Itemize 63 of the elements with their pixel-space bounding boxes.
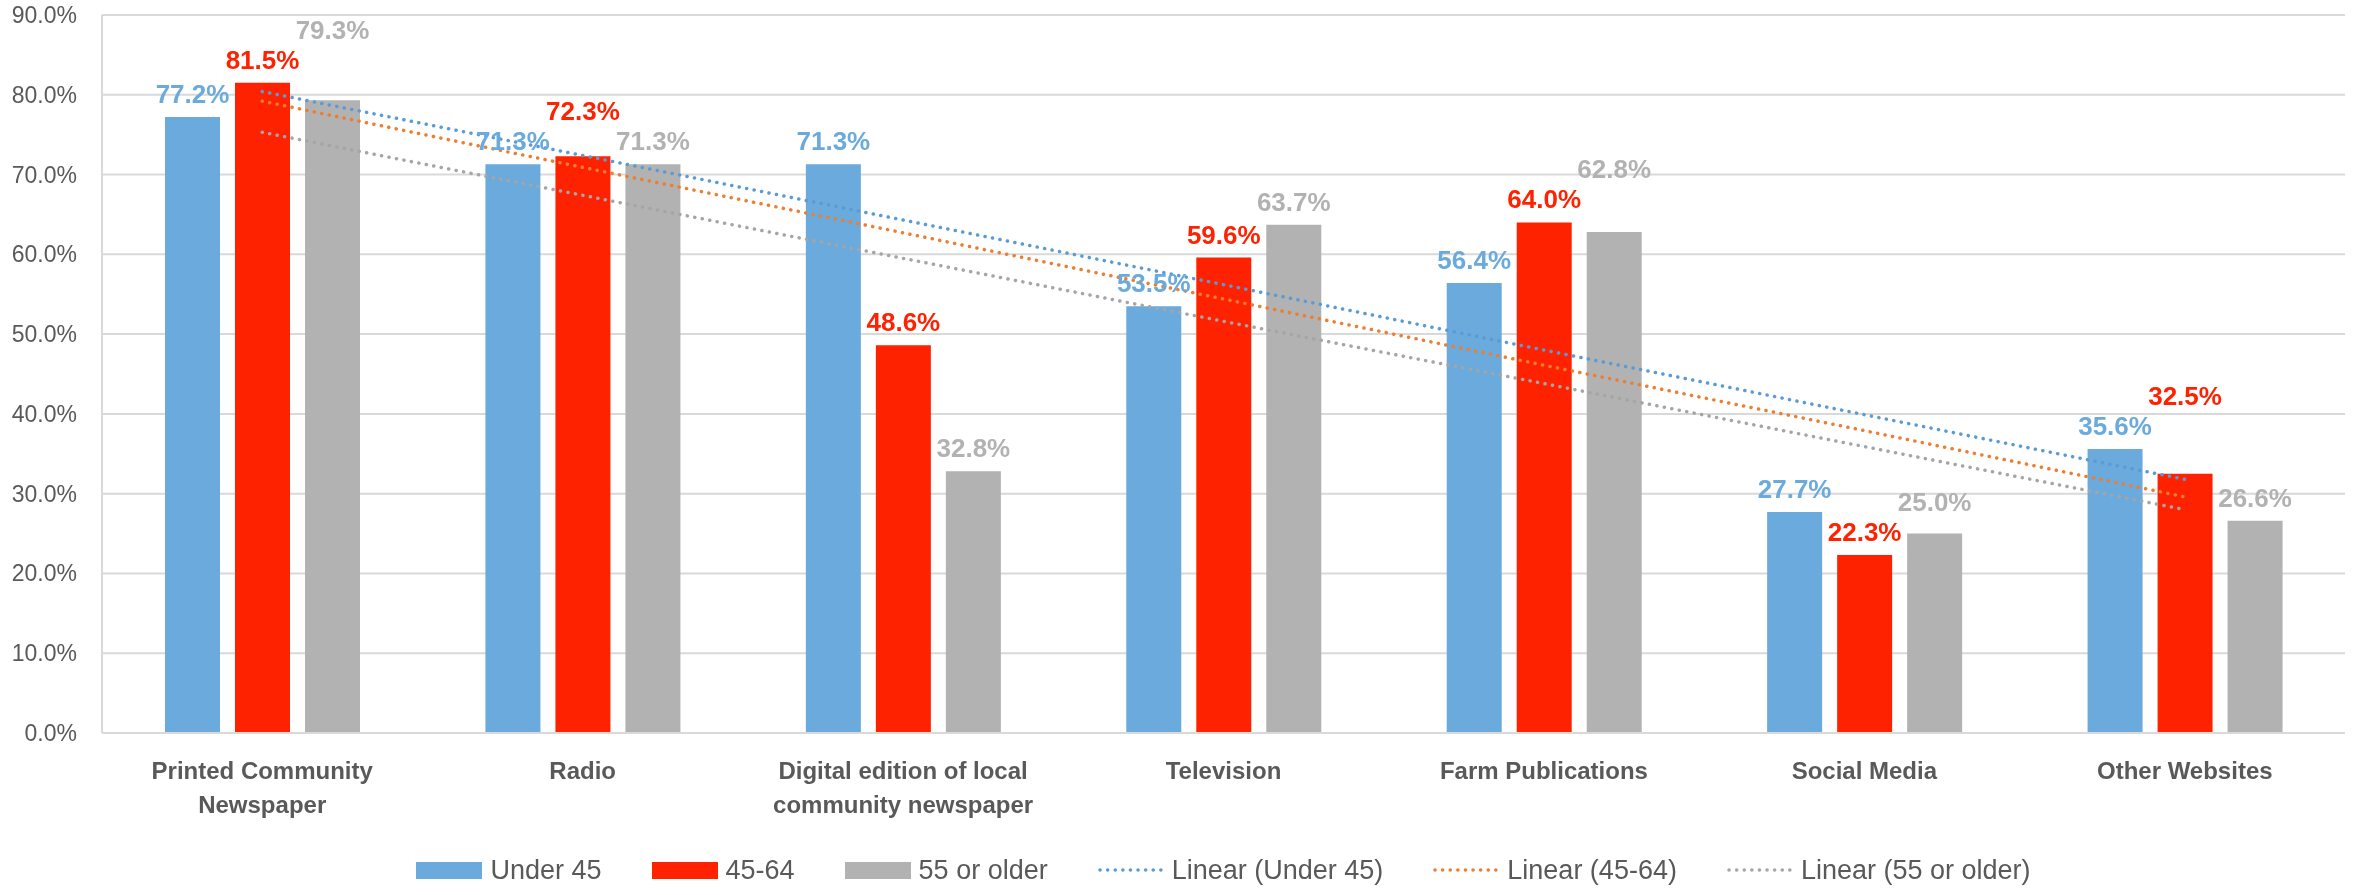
x-tick-label: Radio — [549, 757, 616, 784]
legend-label: Linear (45-64) — [1507, 854, 1677, 886]
data-label: 81.5% — [225, 44, 300, 75]
bar — [875, 345, 931, 733]
legend-label: 45-64 — [725, 854, 795, 886]
y-tick-label: 0.0% — [24, 720, 77, 746]
bar — [625, 164, 681, 733]
x-tick-label: Social Media — [1791, 757, 1938, 784]
x-tick-label: Digital edition of local community newspaper — [773, 757, 1034, 818]
data-label: 35.6% — [2078, 410, 2152, 441]
data-label: 32.8% — [936, 433, 1011, 464]
data-label: 72.3% — [546, 96, 620, 127]
y-tick-label: 80.0% — [11, 81, 77, 108]
bar — [1446, 283, 1502, 733]
bar — [805, 164, 861, 733]
data-label: 32.5% — [2148, 380, 2222, 411]
data-label: 48.6% — [866, 307, 941, 338]
bar — [945, 471, 1001, 733]
x-tick-label: Printed Community Newspaper — [151, 757, 374, 818]
data-label: 62.8% — [1577, 154, 1652, 185]
data-label: 71.3% — [616, 126, 690, 157]
bar — [2157, 473, 2213, 733]
bar — [1907, 533, 1963, 733]
data-label: 79.3% — [295, 14, 370, 45]
y-tick-label: 20.0% — [11, 560, 77, 587]
bar — [2227, 520, 2283, 733]
bar — [555, 156, 611, 733]
bar — [1266, 224, 1322, 733]
data-label: 77.2% — [155, 79, 230, 110]
legend-label: Linear (Under 45) — [1171, 854, 1384, 886]
x-tick-label: Other Websites — [2096, 757, 2273, 784]
data-label: 56.4% — [1437, 245, 1512, 276]
bar — [1126, 306, 1182, 733]
legend-label: Linear (55 or older) — [1800, 854, 2031, 886]
bar — [485, 164, 541, 733]
data-label: 64.0% — [1507, 184, 1582, 215]
y-tick-label: 90.0% — [11, 2, 77, 28]
bar — [1837, 555, 1893, 733]
data-label: 63.7% — [1256, 186, 1331, 217]
bar — [2087, 448, 2143, 733]
data-label: 59.6% — [1186, 219, 1261, 250]
bar — [165, 117, 220, 733]
y-tick-label: 10.0% — [11, 640, 77, 667]
bar — [235, 82, 290, 733]
bar — [1516, 222, 1572, 733]
data-label: 26.6% — [2218, 482, 2292, 513]
data-label: 27.7% — [1757, 474, 1832, 505]
bar — [1767, 512, 1823, 733]
data-label: 71.3% — [796, 126, 871, 157]
y-tick-label: 60.0% — [11, 241, 77, 268]
legend-label: Under 45 — [490, 854, 602, 886]
y-tick-label: 50.0% — [11, 321, 77, 348]
x-tick-label: Television — [1165, 757, 1282, 784]
legend-label: 55 or older — [918, 854, 1048, 886]
bar — [305, 100, 360, 733]
y-tick-label: 40.0% — [11, 400, 77, 427]
x-tick-label: Farm Publications — [1439, 757, 1648, 784]
data-label: 25.0% — [1897, 487, 1972, 518]
y-tick-label: 70.0% — [11, 161, 77, 188]
bar — [1586, 232, 1642, 733]
bar — [1196, 257, 1252, 733]
y-tick-label: 30.0% — [11, 480, 77, 507]
data-label: 22.3% — [1827, 517, 1902, 548]
